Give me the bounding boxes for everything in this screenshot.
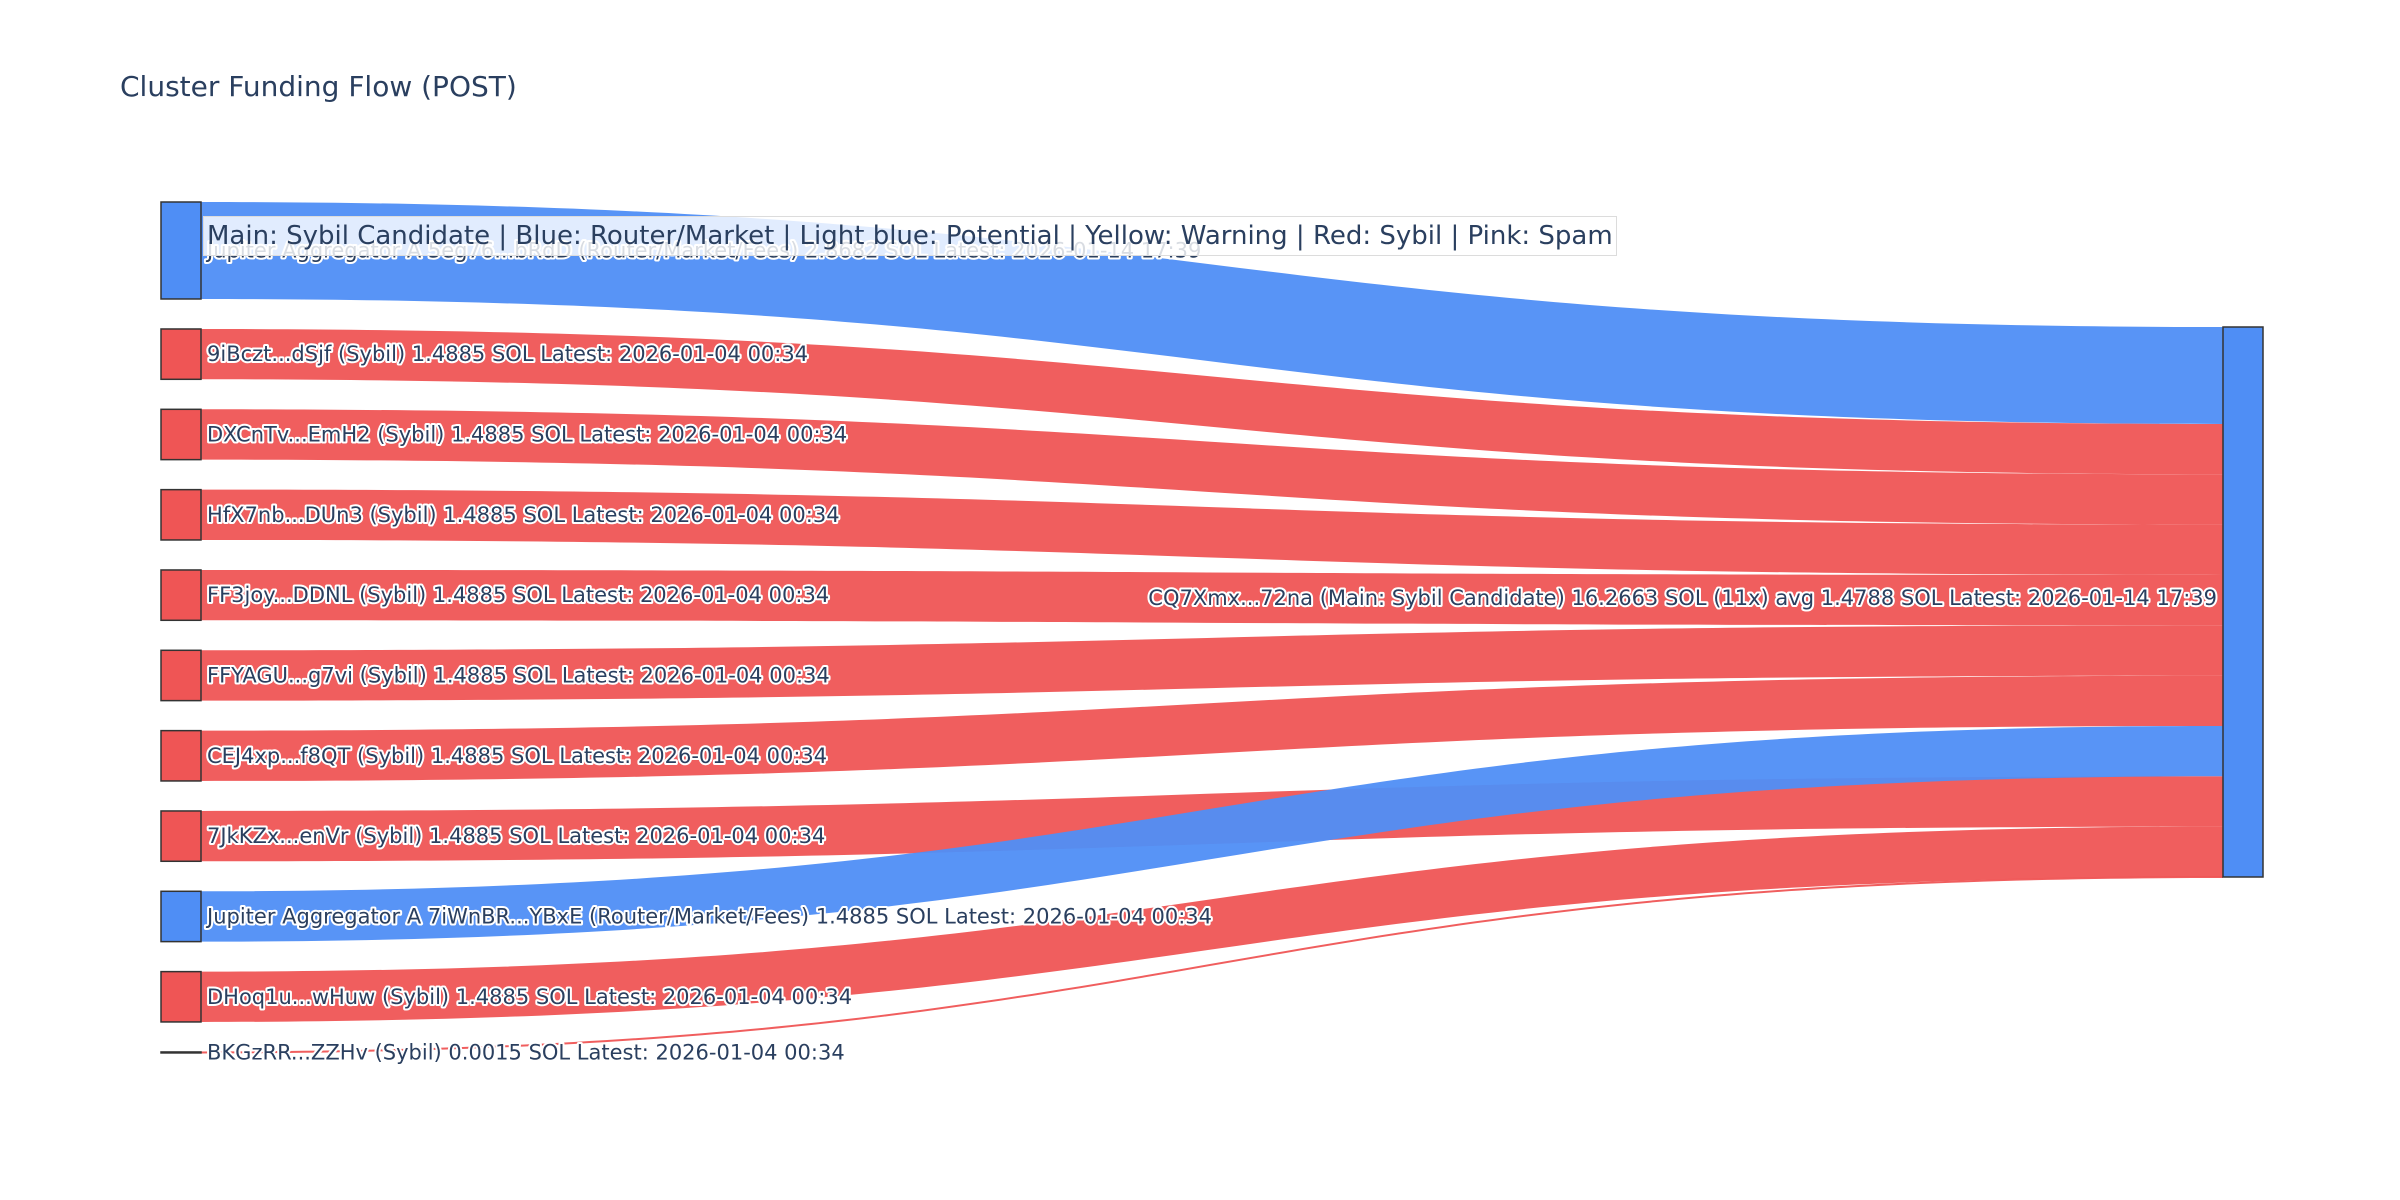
source-node-label: 7JkKZx...enVr (Sybil) 1.4885 SOL Latest:…	[207, 824, 825, 848]
flow-link[interactable]	[201, 875, 2223, 1054]
flow-link[interactable]	[201, 725, 2223, 942]
source-node-label: DHoq1u...wHuw (Sybil) 1.4885 SOL Latest:…	[207, 985, 852, 1009]
flow-link[interactable]	[201, 409, 2223, 525]
source-node-label: 9iBczt...dSjf (Sybil) 1.4885 SOL Latest:…	[207, 342, 808, 366]
source-node-label: DXCnTv...EmH2 (Sybil) 1.4885 SOL Latest:…	[207, 422, 847, 446]
source-node[interactable]	[160, 201, 202, 300]
source-node[interactable]	[160, 569, 202, 622]
flow-link[interactable]	[201, 569, 2223, 626]
source-node[interactable]	[160, 970, 202, 1023]
target-node[interactable]	[2222, 326, 2264, 878]
flow-link[interactable]	[201, 625, 2223, 701]
source-node[interactable]	[160, 810, 202, 863]
source-node[interactable]	[160, 890, 202, 943]
legend-note: Main: Sybil Candidate | Blue: Router/Mar…	[203, 216, 1617, 256]
target-node-label: CQ7Xmx...72na (Main: Sybil Candidate) 16…	[1148, 586, 2217, 610]
flow-link[interactable]	[201, 826, 2223, 1022]
source-node[interactable]	[160, 328, 202, 381]
flow-link[interactable]	[201, 675, 2223, 781]
source-node-label: CEJ4xp...f8QT (Sybil) 1.4885 SOL Latest:…	[207, 744, 827, 768]
flow-link[interactable]	[201, 202, 2223, 424]
source-node[interactable]	[160, 1051, 202, 1054]
source-node-label: BKGzRR...ZZHv (Sybil) 0.0015 SOL Latest:…	[207, 1040, 845, 1064]
source-node-label: FFYAGU...g7vi (Sybil) 1.4885 SOL Latest:…	[207, 663, 830, 687]
source-node[interactable]	[160, 408, 202, 461]
source-node[interactable]	[160, 488, 202, 541]
chart-title: Cluster Funding Flow (POST)	[120, 70, 517, 103]
flow-link[interactable]	[201, 489, 2223, 575]
flow-links	[201, 202, 2223, 1054]
source-node-label: FF3joy...DDNL (Sybil) 1.4885 SOL Latest:…	[207, 583, 829, 607]
source-node-label: HfX7nb...DUn3 (Sybil) 1.4885 SOL Latest:…	[207, 503, 840, 527]
nodes	[160, 201, 2264, 1054]
flow-link[interactable]	[201, 328, 2223, 475]
node-labels: Jupiter Aggregator A 5eg76...bRdD (Route…	[203, 236, 2219, 1066]
source-node-label: Jupiter Aggregator A 7iWnBR...YBxE (Rout…	[205, 904, 1212, 928]
source-node[interactable]	[160, 729, 202, 782]
source-node[interactable]	[160, 649, 202, 702]
